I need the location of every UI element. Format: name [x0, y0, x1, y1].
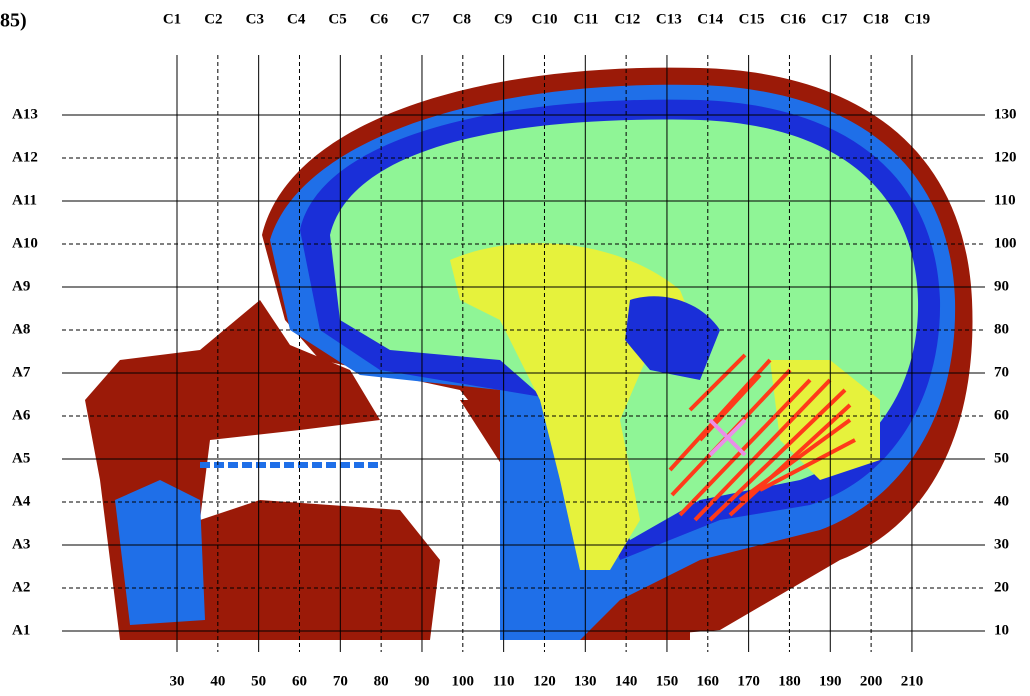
x-tick-label: 180: [778, 673, 801, 689]
x-tick-label: 60: [292, 673, 307, 689]
row-label: A5: [12, 450, 30, 466]
row-label: A2: [12, 579, 30, 595]
column-label: C16: [780, 11, 806, 27]
row-label: A11: [12, 192, 37, 208]
x-tick-label: 200: [860, 673, 883, 689]
column-label: C6: [370, 11, 389, 27]
column-label: C14: [697, 11, 723, 27]
row-label: A9: [12, 278, 30, 294]
column-label: C7: [411, 11, 430, 27]
column-label: C8: [453, 11, 471, 27]
x-tick-label: 100: [452, 673, 475, 689]
y-tick-label: 100: [994, 235, 1017, 251]
y-tick-label: 30: [994, 536, 1009, 552]
y-tick-label: 120: [994, 149, 1017, 165]
x-tick-label: 70: [333, 673, 348, 689]
column-label: C9: [494, 11, 512, 27]
y-tick-label: 60: [994, 407, 1009, 423]
column-label: C12: [614, 11, 640, 27]
x-tick-label: 110: [493, 673, 515, 689]
row-label: A6: [12, 407, 31, 423]
column-label: C3: [246, 11, 264, 27]
panel-label: 85): [0, 10, 27, 32]
column-label: C19: [904, 11, 930, 27]
column-label: C1: [163, 11, 181, 27]
y-tick-label: 80: [994, 321, 1009, 337]
row-label: A1: [12, 622, 30, 638]
row-label: A10: [12, 235, 38, 251]
y-tick-label: 90: [994, 278, 1009, 294]
row-label: A7: [12, 364, 31, 380]
row-label: A4: [12, 493, 31, 509]
row-label: A8: [12, 321, 30, 337]
column-label: C2: [204, 11, 222, 27]
y-tick-label: 40: [994, 493, 1009, 509]
column-label: C4: [287, 11, 306, 27]
row-label: A12: [12, 149, 38, 165]
x-tick-label: 160: [697, 673, 720, 689]
column-label: C11: [573, 11, 598, 27]
y-tick-label: 70: [994, 364, 1009, 380]
figure: 85) 30 40 50 60 70 80 90 100 110 120 130 140 150 160 1…: [0, 0, 1030, 696]
x-tick-label: 150: [656, 673, 679, 689]
x-tick-label: 130: [574, 673, 597, 689]
x-tick-label: 210: [901, 673, 924, 689]
y-tick-label: 10: [994, 622, 1009, 638]
column-label: C18: [863, 11, 889, 27]
row-label: A3: [12, 536, 30, 552]
x-tick-label: 190: [819, 673, 842, 689]
y-tick-label: 50: [994, 450, 1009, 466]
x-tick-label: 30: [170, 673, 185, 689]
x-tick-label: 120: [533, 673, 556, 689]
y-tick-label: 130: [994, 106, 1017, 122]
x-tick-label: 90: [414, 673, 429, 689]
y-tick-label: 110: [994, 192, 1016, 208]
column-label: C17: [821, 11, 847, 27]
x-tick-label: 40: [210, 673, 225, 689]
y-tick-label: 20: [994, 579, 1009, 595]
x-tick-label: 50: [251, 673, 266, 689]
column-label: C5: [328, 11, 346, 27]
x-tick-label: 170: [737, 673, 760, 689]
x-tick-label: 80: [374, 673, 389, 689]
column-label: C15: [739, 11, 765, 27]
column-label: C10: [532, 11, 558, 27]
column-label: C13: [656, 11, 682, 27]
x-tick-label: 140: [615, 673, 638, 689]
row-label: A13: [12, 106, 38, 122]
